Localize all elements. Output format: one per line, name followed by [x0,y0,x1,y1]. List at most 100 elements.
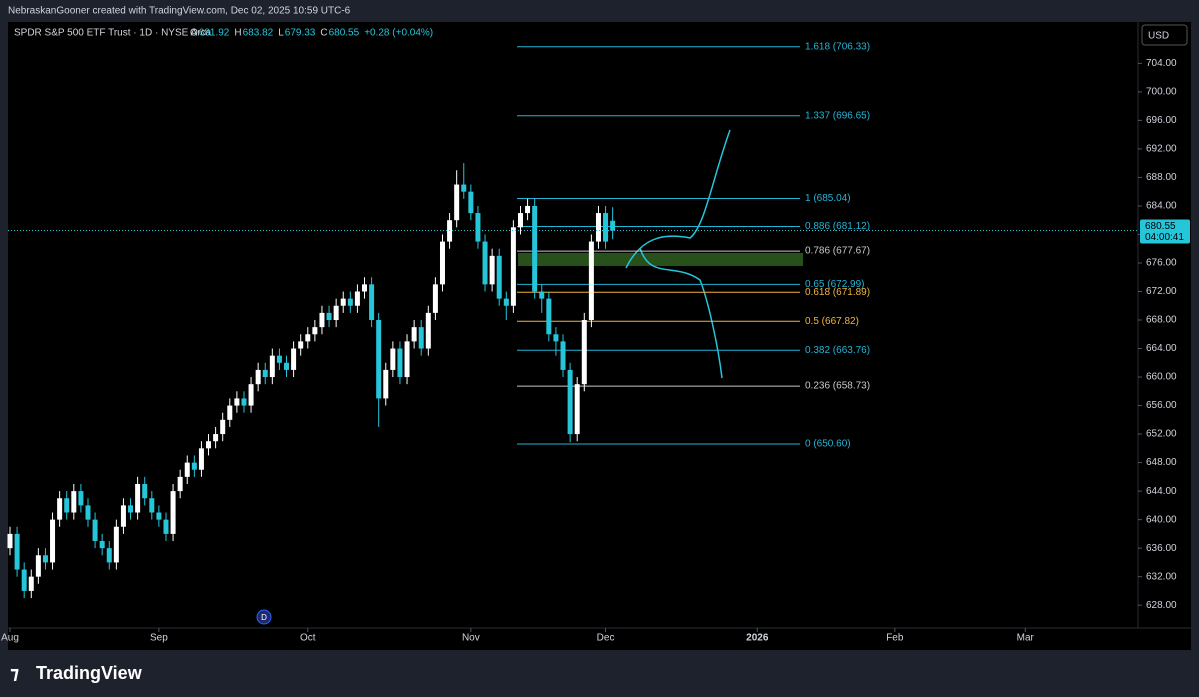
plot-area [8,22,1138,628]
candle-body [305,334,311,342]
y-tick-label: 704.00 [1146,58,1177,69]
x-tick-label: Feb [886,633,904,644]
candle-body [397,348,403,378]
ohlc-value: 680.55 [329,28,360,39]
candle-body [581,320,587,385]
symbol: SPDR S&P 500 ETF Trust · 1D · NYSE Arca [14,28,212,39]
candle-body [574,384,580,435]
candle-body [376,320,382,399]
candle-body [156,512,162,520]
candle-body [135,483,141,513]
ohlc-value: 679.33 [285,28,316,39]
candle-body [220,419,226,435]
candle-body [340,298,346,306]
candle-body [234,398,240,406]
candle-body [333,305,339,321]
x-tick-label: Nov [462,633,480,644]
candle-body [92,519,98,542]
candle-body [503,298,509,306]
ohlc-label: L [278,28,284,39]
fib-label: 0.382 (663.76) [805,345,870,356]
candle-body [85,505,91,520]
y-tick-label: 684.00 [1146,201,1177,212]
ohlc-value: 681.92 [199,28,230,39]
candle-body [532,205,538,292]
candle-body [14,533,20,570]
fib-label: 1.618 (706.33) [805,41,870,52]
fib-label: 0.886 (681.12) [805,221,870,232]
candle-body [369,284,375,321]
candle-body [177,476,183,492]
candle-body [517,213,523,228]
dividend-marker[interactable] [256,609,272,625]
candle-body [312,327,318,335]
candle-body [106,548,112,563]
candle-body [99,541,105,549]
candle-body [461,184,467,192]
candle-body [603,213,609,242]
candle-body [50,519,56,563]
y-tick-label: 664.00 [1146,343,1177,354]
ohlc-label: H [234,28,241,39]
fib-label: 1.337 (696.65) [805,110,870,121]
candle-body [454,184,460,221]
x-tick-label: Sep [150,633,168,644]
candle-body [610,220,616,231]
ohlc-label: O [190,28,198,39]
candle-body [269,355,275,378]
candle-body [120,505,126,527]
candle-body [319,312,325,328]
candle-body [71,491,77,513]
currency-button[interactable] [1141,24,1188,46]
candle-body [347,298,353,306]
candle-body [418,327,424,349]
candle-body [149,498,155,513]
fib-label: 0.618 (671.89) [805,287,870,298]
y-tick-label: 696.00 [1146,115,1177,126]
last-price: 680.55 [1145,221,1176,232]
candle-body [439,241,445,285]
marker-label[interactable]: D [261,613,267,622]
y-tick-label: 652.00 [1146,429,1177,440]
candle-body [284,362,290,370]
brand-logo: ⁊ [10,663,19,683]
projection [639,247,723,379]
y-tick-label: 688.00 [1146,172,1177,183]
candle-body [170,491,176,534]
candle-body [113,526,119,563]
currency[interactable]: USD [1148,31,1169,42]
candle-body [276,355,282,363]
candle-body [42,555,48,563]
candle-body [411,327,417,342]
y-tick-label: 692.00 [1146,144,1177,155]
countdown: 04:00:41 [1145,232,1184,243]
candle-body [248,384,254,406]
y-tick-label: 676.00 [1146,258,1177,269]
candle-body [227,405,233,420]
candle-body [35,555,41,577]
candle-body [489,255,495,285]
ohlc-label: C [320,28,327,39]
candle-body [546,298,552,335]
candle-body [326,312,332,321]
candle-body [28,576,34,591]
x-tick-label: Aug [1,633,19,644]
candle-body [241,398,247,406]
candle-body [255,369,261,385]
candle-body [425,312,431,349]
y-tick-label: 700.00 [1146,87,1177,98]
candle-body [525,205,531,214]
fib-label: 0.786 (677.67) [805,246,870,257]
y-tick-label: 632.00 [1146,571,1177,582]
fib-label: 0.65 (672.99) [805,279,865,290]
candle-body [560,341,566,370]
fib-label: 0.236 (658.73) [805,381,870,392]
candle-body [390,348,396,370]
candle-body [468,191,474,214]
time-axis [8,628,1191,650]
y-tick-label: 656.00 [1146,400,1177,411]
candle-body [163,519,169,534]
y-tick-label: 648.00 [1146,457,1177,468]
candle-body [588,241,594,321]
